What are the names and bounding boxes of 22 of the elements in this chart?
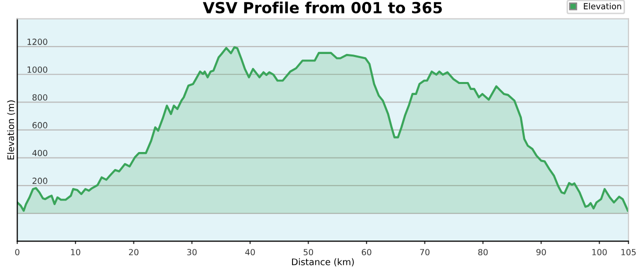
y-tick-label: 1200 — [28, 38, 48, 45]
y-tick-label: 800 — [32, 94, 48, 101]
x-tick-label: 40 — [245, 248, 255, 256]
y-tick-label: 1000 — [28, 66, 48, 73]
x-tick-label: 0 — [15, 248, 20, 256]
x-tick-label: 100 — [592, 248, 607, 256]
y-axis-title: Elevation (m) — [7, 100, 16, 160]
chart-title: VSV Profile from 001 to 365 — [202, 2, 442, 14]
x-tick-label: 10 — [71, 248, 80, 256]
x-tick-label: 50 — [304, 248, 314, 256]
x-tick-label: 20 — [129, 248, 138, 256]
y-tick-label: 400 — [32, 150, 48, 156]
y-tick-label: 200 — [32, 178, 48, 184]
x-tick-label: 30 — [187, 248, 197, 256]
x-tick-label: 105 — [621, 248, 636, 256]
x-tick-label: 80 — [478, 248, 488, 256]
legend-label: Elevation — [584, 2, 622, 10]
y-tick-label: 600 — [32, 122, 48, 128]
x-tick-label: 60 — [362, 248, 372, 256]
x-axis-title: Distance (km) — [292, 258, 354, 266]
x-tick-label: 90 — [536, 248, 546, 256]
x-tick-label: 70 — [420, 248, 430, 256]
